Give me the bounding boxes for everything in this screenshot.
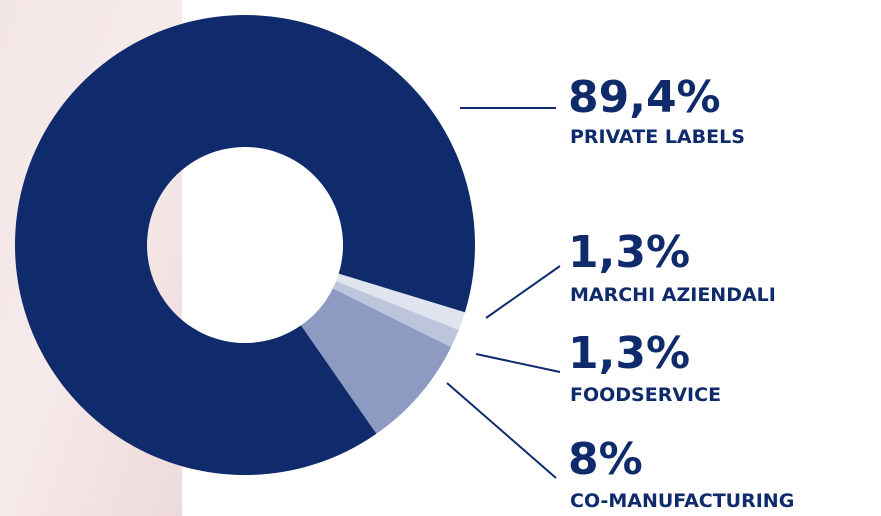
slice	[14, 15, 475, 476]
category-label: PRIVATE LABELS	[570, 126, 745, 148]
value-label: 8%	[568, 434, 643, 485]
slice	[332, 281, 459, 348]
labels: 89,4% PRIVATE LABELS 1,3% MARCHI AZIENDALI 1…	[446, 72, 794, 512]
category-label: MARCHI AZIENDALI	[570, 284, 776, 306]
leader-line	[485, 265, 561, 319]
leader-line	[446, 382, 557, 479]
category-label: CO-MANUFACTURING	[570, 490, 794, 512]
value-label: 1,3%	[568, 227, 690, 278]
slice	[300, 288, 452, 434]
donut	[14, 15, 475, 476]
slice	[336, 273, 465, 330]
value-label: 89,4%	[568, 72, 721, 123]
value-label: 1,3%	[568, 328, 690, 379]
leader-line	[475, 353, 561, 373]
category-label: FOODSERVICE	[570, 384, 721, 406]
